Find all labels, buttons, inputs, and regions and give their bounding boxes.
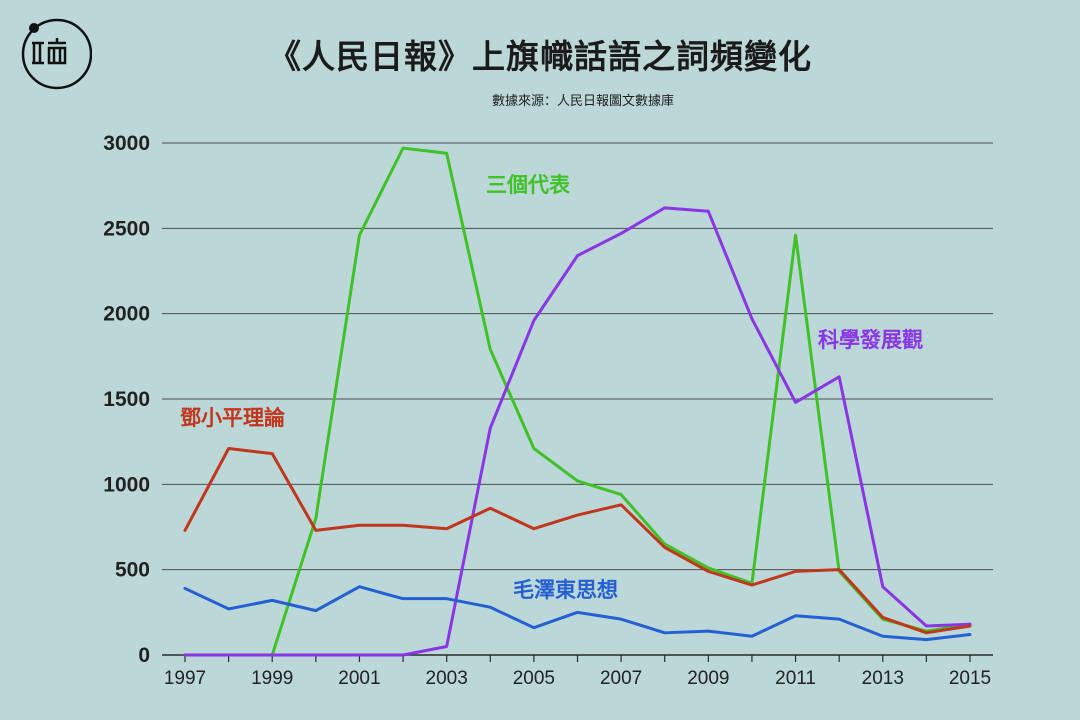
y-tick-label: 1000: [103, 473, 150, 496]
x-tick-label: 2001: [338, 668, 380, 689]
data-source: 數據來源：人民日報圖文數據庫: [491, 94, 674, 109]
x-tick-label: 2011: [775, 668, 816, 689]
initium-logo: [20, 18, 93, 90]
y-tick-label: 2500: [103, 217, 150, 240]
x-tick-label: 2015: [949, 668, 991, 689]
series-label-three-represents: 三個代表: [486, 173, 571, 197]
series-label-scientific-outlook: 科學發展觀: [818, 328, 923, 352]
x-tick-label: 2013: [862, 668, 904, 689]
series-label-deng-theory: 鄧小平理論: [180, 406, 286, 430]
x-tick-label: 2007: [600, 668, 642, 689]
y-tick-label: 3000: [103, 132, 150, 155]
x-tick-label: 2009: [687, 668, 729, 689]
y-tick-label: 1500: [103, 388, 150, 411]
y-tick-label: 0: [138, 644, 150, 667]
chart-title: 《人民日報》上旗幟話語之詞頻變化: [268, 37, 812, 76]
y-tick-label: 2000: [103, 303, 150, 326]
series-line-mao-thought: [183, 585, 972, 642]
y-tick-label: 500: [115, 559, 150, 582]
series-line-scientific-outlook: [183, 206, 972, 657]
series-line-deng-theory: [183, 446, 972, 635]
x-tick-label: 2005: [513, 668, 555, 689]
series-lines: [183, 146, 972, 657]
x-axis-ticks: 1997 1999 2001 2003 2005 2007 2009 2011 2013 2015: [164, 655, 991, 689]
series-label-mao-thought: 毛澤東思想: [513, 578, 618, 602]
x-tick-label: 2003: [426, 668, 468, 689]
x-tick-label: 1997: [164, 668, 206, 689]
y-axis-ticks: 0 500 1000 1500 2000 2500 3000: [103, 132, 150, 667]
x-tick-label: 1999: [251, 668, 293, 689]
